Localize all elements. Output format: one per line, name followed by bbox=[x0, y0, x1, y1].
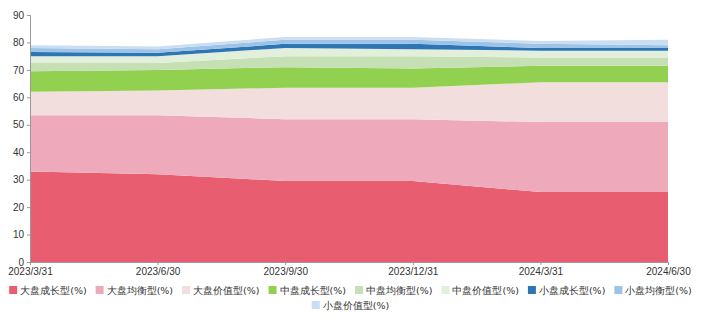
y-tick: 90 bbox=[13, 10, 30, 21]
legend-label: 小盘均衡型(%) bbox=[625, 285, 691, 296]
x-tick: 2023/6/30 bbox=[136, 262, 181, 277]
y-tick-mark bbox=[27, 152, 30, 153]
chart: 01020304050607080902023/3/312023/6/30202… bbox=[0, 0, 701, 326]
area bbox=[30, 37, 668, 49]
y-tick-mark bbox=[27, 235, 30, 236]
legend-item: 小盘均衡型(%) bbox=[614, 285, 691, 296]
x-tick-label: 2024/6/30 bbox=[646, 266, 691, 277]
y-tick-mark bbox=[27, 97, 30, 98]
legend-label: 大盘均衡型(%) bbox=[107, 285, 173, 296]
y-tick-label: 30 bbox=[13, 174, 25, 185]
x-tick-mark bbox=[668, 262, 669, 265]
legend-swatch bbox=[355, 286, 363, 294]
x-tick-label: 2023/12/31 bbox=[388, 266, 438, 277]
y-tick-mark bbox=[27, 42, 30, 43]
legend-label: 小盘成长型(%) bbox=[539, 285, 605, 296]
legend-label: 中盘价值型(%) bbox=[452, 285, 518, 296]
legend-swatch bbox=[441, 286, 449, 294]
x-tick: 2024/6/30 bbox=[646, 262, 691, 277]
x-tick-mark bbox=[285, 262, 286, 265]
legend-label: 小盘价值型(%) bbox=[323, 300, 389, 311]
legend-item: 小盘价值型(%) bbox=[312, 300, 389, 311]
y-tick-label: 40 bbox=[13, 147, 25, 158]
x-tick-mark bbox=[413, 262, 414, 265]
y-tick: 10 bbox=[13, 229, 30, 240]
legend-item: 大盘价值型(%) bbox=[182, 285, 259, 296]
y-tick: 60 bbox=[13, 92, 30, 103]
legend-swatch bbox=[269, 286, 277, 294]
x-tick-label: 2023/6/30 bbox=[136, 266, 181, 277]
y-tick-label: 70 bbox=[13, 65, 25, 76]
x-tick: 2023/12/31 bbox=[388, 262, 438, 277]
x-axis-line bbox=[31, 263, 669, 266]
y-tick-label: 50 bbox=[13, 119, 25, 130]
y-tick-mark bbox=[27, 207, 30, 208]
x-axis: 2023/3/31 2023/6/30 2023/9/30 2023/12/31 202… bbox=[8, 262, 691, 277]
x-tick: 2023/3/31 bbox=[8, 262, 53, 277]
legend-swatch bbox=[614, 286, 622, 294]
x-tick-label: 2024/3/31 bbox=[519, 266, 564, 277]
y-tick-label: 20 bbox=[13, 202, 25, 213]
y-tick: 30 bbox=[13, 174, 30, 185]
y-tick-label: 90 bbox=[13, 10, 25, 21]
y-axis-line bbox=[27, 16, 31, 263]
y-tick-label: 60 bbox=[13, 92, 25, 103]
x-tick-mark bbox=[540, 262, 541, 265]
y-tick-mark bbox=[27, 125, 30, 126]
legend-item: 中盘成长型(%) bbox=[269, 285, 346, 296]
legend-label: 大盘成长型(%) bbox=[20, 285, 86, 296]
legend-item: 大盘成长型(%) bbox=[9, 285, 86, 296]
legend-label: 大盘价值型(%) bbox=[193, 285, 259, 296]
y-tick: 40 bbox=[13, 147, 30, 158]
legend-item: 中盘均衡型(%) bbox=[355, 285, 432, 296]
y-tick-label: 10 bbox=[13, 229, 25, 240]
legend-swatch bbox=[312, 301, 320, 309]
y-axis: 0102030405060708090 bbox=[13, 10, 31, 268]
legend-swatch bbox=[96, 286, 104, 294]
y-tick-mark bbox=[27, 15, 30, 16]
x-tick: 2024/3/31 bbox=[519, 262, 564, 277]
legend-swatch bbox=[528, 286, 536, 294]
y-tick-mark bbox=[27, 180, 30, 181]
legend-item: 大盘均衡型(%) bbox=[96, 285, 173, 296]
legend: 大盘成长型(%) 大盘均衡型(%) 大盘价值型(%) 中盘成长型(%) 中盘均衡型(%)… bbox=[9, 285, 692, 311]
legend-label: 中盘均衡型(%) bbox=[366, 285, 432, 296]
legend-swatch bbox=[9, 286, 17, 294]
y-tick-mark bbox=[27, 262, 30, 263]
x-tick-label: 2023/3/31 bbox=[8, 266, 53, 277]
legend-label: 中盘成长型(%) bbox=[280, 285, 346, 296]
y-tick: 20 bbox=[13, 202, 30, 213]
area bbox=[30, 115, 668, 192]
legend-item: 小盘成长型(%) bbox=[528, 285, 605, 296]
legend-item: 中盘价值型(%) bbox=[441, 285, 518, 296]
x-tick-mark bbox=[30, 262, 31, 265]
y-tick-label: 80 bbox=[13, 37, 25, 48]
y-tick: 70 bbox=[13, 65, 30, 76]
plot: 01020304050607080902023/3/312023/6/30202… bbox=[8, 10, 691, 277]
legend-swatch bbox=[182, 286, 190, 294]
y-tick: 80 bbox=[13, 37, 30, 48]
y-tick-mark bbox=[27, 70, 30, 71]
x-tick-mark bbox=[158, 262, 159, 265]
x-tick: 2023/9/30 bbox=[263, 262, 308, 277]
x-tick-label: 2023/9/30 bbox=[263, 266, 308, 277]
areas bbox=[30, 37, 668, 262]
y-tick: 50 bbox=[13, 119, 30, 130]
